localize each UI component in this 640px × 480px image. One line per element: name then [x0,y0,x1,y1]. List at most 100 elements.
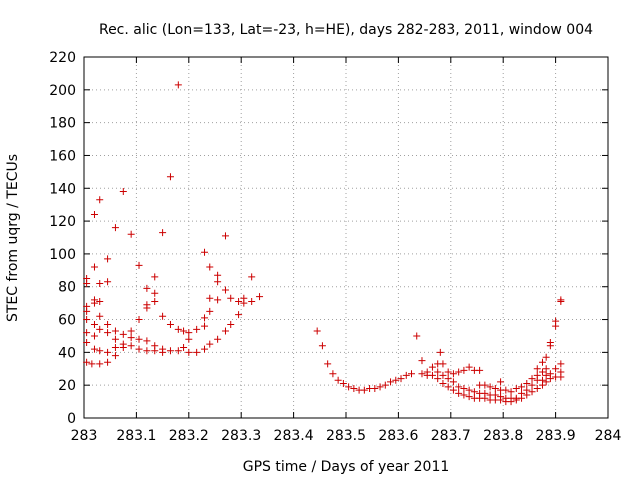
data-point [439,380,447,388]
data-point [248,273,256,281]
grid-lines [84,57,608,418]
data-point [214,335,222,343]
data-point [444,375,452,383]
data-point [512,384,520,392]
data-point [83,339,91,347]
data-point [512,396,520,404]
data-point [444,383,452,391]
x-tick-label: 284 [595,428,622,444]
data-point [193,348,201,356]
data-point [206,294,214,302]
data-point [174,347,182,355]
data-point [214,278,222,286]
data-point [539,368,546,376]
data-point [491,384,499,392]
data-point [180,343,188,351]
y-tick-label: 20 [58,378,76,394]
data-point [111,343,119,351]
data-point [552,365,560,373]
data-point [111,335,119,343]
data-point [111,224,119,232]
data-point [90,211,98,219]
data-point [476,366,484,374]
data-point [552,322,560,330]
axis-ticks: 283 283.1 283.2 283.3 283.4 283.5 283.6 283.7 28… [49,50,621,444]
data-point [486,383,494,391]
data-point [528,375,536,383]
data-point [324,360,332,368]
data-point [497,396,505,404]
data-point [104,320,112,328]
data-point [206,307,214,315]
data-point [104,278,112,286]
data-point [90,263,98,271]
x-tick-label: 283 [71,428,98,444]
data-point [470,388,478,396]
data-point [465,393,473,401]
data-point [449,370,457,378]
data-point [174,81,182,89]
data-point [221,232,229,240]
data-point [402,371,410,379]
x-tick-label: 283.7 [431,428,471,444]
y-tick-label: 140 [49,181,76,197]
data-point [460,366,468,374]
data-point [434,375,442,383]
data-point [428,363,436,371]
x-tick-label: 283.6 [378,428,418,444]
data-point [90,320,98,328]
y-axis-label: STEC from uqrg / TECUs [5,154,21,322]
data-point [235,311,243,319]
data-point [460,384,468,392]
x-tick-label: 283.5 [326,428,366,444]
data-point [455,368,463,376]
data-point [371,384,379,392]
data-point [96,196,104,204]
data-point [428,371,436,379]
data-point [497,378,505,386]
data-point [413,332,421,340]
data-point [256,293,264,301]
data-point [214,296,222,304]
data-point [83,307,91,315]
data-point [481,394,489,402]
y-tick-label: 160 [49,148,76,164]
data-point [436,348,444,356]
data-point [119,330,127,338]
data-point [392,376,400,384]
data-point [90,299,98,307]
data-point [408,370,415,378]
x-tick-label: 283.8 [483,428,523,444]
data-point [418,357,426,365]
data-point [83,275,91,283]
data-point [143,337,151,345]
data-point [557,297,565,305]
data-point [449,386,457,394]
data-point [518,383,526,391]
y-tick-label: 80 [58,280,76,296]
data-point [90,332,98,340]
data-point [151,289,159,297]
data-point [159,348,167,356]
x-tick-label: 283.3 [221,428,261,444]
data-point [104,329,112,337]
data-point [111,327,119,335]
data-point [88,360,96,368]
data-point [313,327,321,335]
data-point [104,348,112,356]
data-point [127,327,135,335]
data-point [542,371,550,379]
data-point [528,381,536,389]
data-point [539,358,546,366]
data-point [465,386,473,394]
x-tick-label: 283.2 [169,428,209,444]
data-point [418,370,426,378]
data-point [557,360,565,368]
data-point [201,314,209,322]
data-point [185,348,193,356]
x-tick-label: 283.4 [274,428,314,444]
data-point [166,320,174,328]
data-point [201,322,209,330]
y-tick-label: 0 [67,411,76,427]
